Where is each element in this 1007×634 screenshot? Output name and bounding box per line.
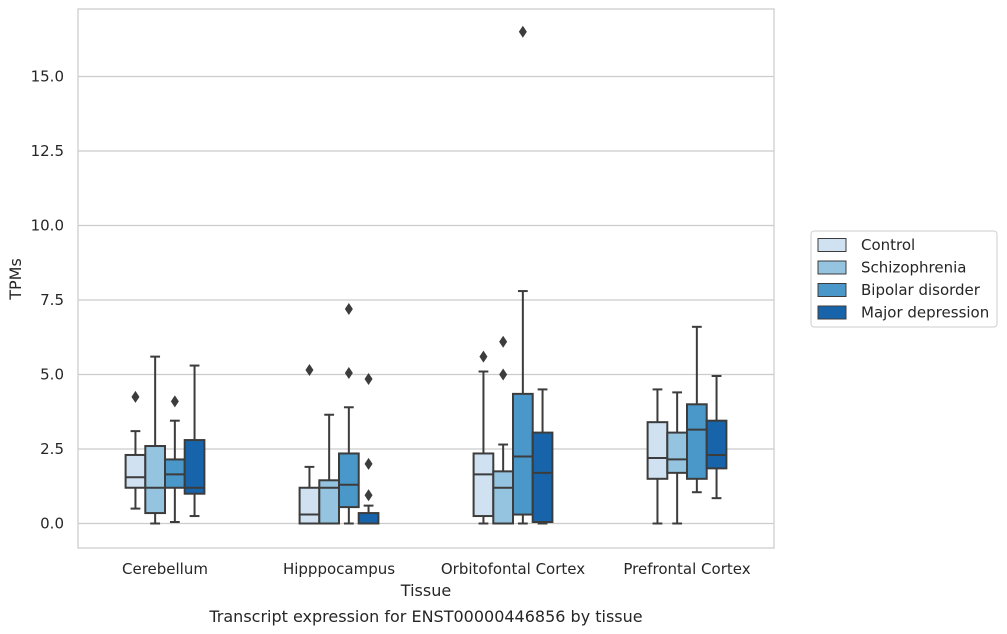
outlier-point [364,372,373,385]
legend-swatch [817,305,847,320]
x-tick-label: Prefrontal Cortex [623,560,750,578]
box-body [646,421,669,480]
y-tick-label: 12.5 [31,142,64,160]
box-group [144,355,167,525]
outlier-point [344,302,353,315]
y-tick-label: 10.0 [31,217,64,235]
box-body [531,431,554,524]
legend: Control Schizophrenia Bipolar disorder Majo… [810,230,998,328]
box-group [357,372,380,525]
box-plots [124,25,728,525]
box-group [338,302,360,525]
legend-swatch [817,260,847,275]
box-body [472,452,495,518]
legend-label: Major depression [861,304,989,322]
y-tick-labels: 0.0 2.5 5.0 7.5 10.0 12.5 15.0 [31,68,64,533]
box-body [124,453,147,489]
box-body [144,445,167,515]
box-body [357,512,380,525]
outlier-point [499,368,508,381]
y-tick-label: 5.0 [40,366,64,384]
box-group [531,388,554,525]
legend-frame [810,230,998,328]
outlier-point [131,390,140,403]
box-body [183,439,206,495]
legend-label: Bipolar disorder [861,281,981,299]
box-group [646,388,669,525]
outlier-point [305,364,314,377]
outlier-point [344,367,353,380]
box-body [512,392,534,516]
x-tick-labels: Cerebellum Hipppocampus Orbitofontal Corte… [122,560,751,578]
y-axis-label: TPMs [6,258,25,301]
box-group [124,390,147,510]
y-tick-label: 15.0 [31,68,64,86]
box-group [492,335,514,525]
box-group [512,25,534,525]
box-group [666,391,688,525]
box-body [666,431,688,474]
outlier-point [364,489,373,502]
x-tick-label: Cerebellum [122,560,208,578]
box-body [338,452,360,509]
plot-frame [77,8,775,549]
box-body [492,470,514,525]
legend-label: Schizophrenia [861,259,966,277]
x-tick-label: Orbitofontal Cortex [441,560,585,578]
outlier-point [479,350,488,363]
outlier-point [170,395,179,408]
y-tick-label: 7.5 [40,291,64,309]
legend-swatch [817,283,847,297]
box-group [318,413,340,525]
box-group [298,364,321,525]
box-group [164,395,186,524]
y-tick-label: 0.0 [40,515,64,533]
x-axis-label: Tissue [400,581,451,600]
box-group [686,325,708,494]
x-tick-label: Hipppocampus [283,560,395,578]
box-group [183,364,206,518]
box-body [298,486,321,525]
outlier-point [364,457,373,470]
outlier-point [499,335,508,348]
box-body [686,403,708,480]
legend-label: Control [861,236,915,254]
outlier-point [518,25,527,38]
legend-swatch [817,238,847,252]
box-group [472,350,495,525]
box-body [705,419,728,470]
chart-caption: Transcript expression for ENST0000044685… [208,607,642,626]
box-group [705,374,728,500]
y-tick-label: 2.5 [40,440,64,458]
